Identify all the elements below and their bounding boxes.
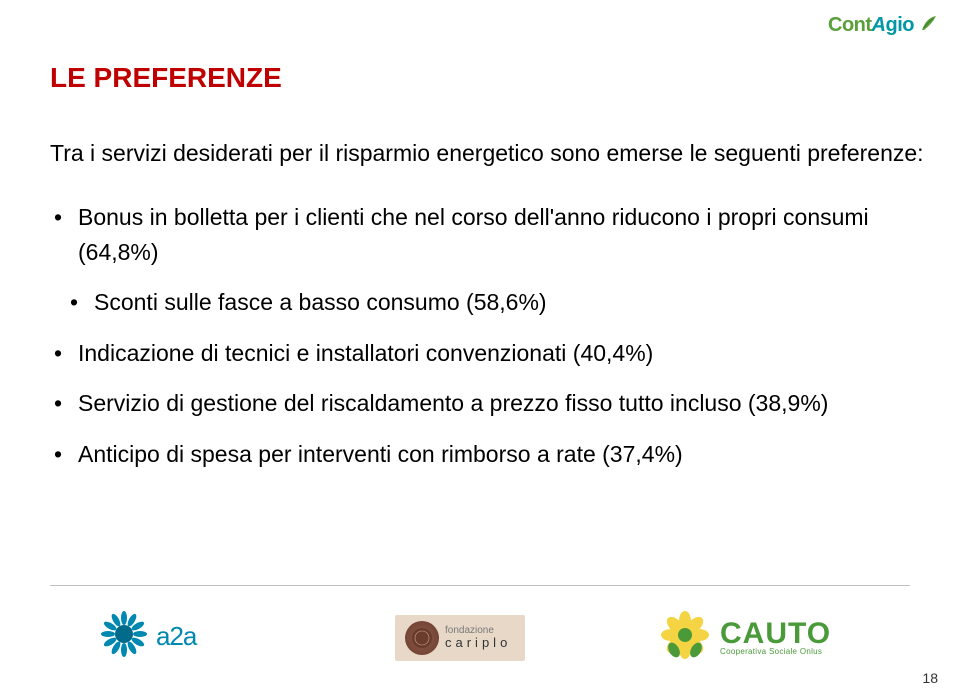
logo-cauto-text: CAUTO Cooperativa Sociale Onlus: [720, 620, 831, 656]
page-number: 18: [922, 670, 938, 686]
logo-cariplo-text: fondazione cariplo: [445, 625, 511, 650]
leaf-icon: [918, 12, 940, 39]
logo-contagio: ContAgio: [828, 12, 940, 39]
burst-icon: [100, 610, 148, 663]
bullet-item: Anticipo di spesa per interventi con rim…: [50, 437, 910, 472]
logo-cauto: CAUTO Cooperativa Sociale Onlus: [660, 610, 831, 665]
logo-a2a: a2a: [100, 610, 196, 663]
bullet-item: Servizio di gestione del riscaldamento a…: [50, 386, 910, 421]
bullet-item: Bonus in bolletta per i clienti che nel …: [50, 200, 910, 269]
flower-icon: [660, 610, 710, 665]
intro-text: Tra i servizi desiderati per il risparmi…: [50, 140, 924, 167]
header: ContAgio: [828, 12, 940, 39]
bullet-item: Sconti sulle fasce a basso consumo (58,6…: [50, 285, 910, 320]
footer-rule: [50, 585, 910, 586]
bullet-item: Indicazione di tecnici e installatori co…: [50, 336, 910, 371]
logo-a2a-text: a2a: [156, 621, 196, 652]
seal-icon: [405, 621, 439, 655]
page-title: LE PREFERENZE: [50, 62, 282, 94]
bullet-list: Bonus in bolletta per i clienti che nel …: [50, 200, 910, 487]
logo-cariplo: fondazione cariplo: [395, 615, 525, 661]
footer: a2a fondazione cariplo: [0, 600, 960, 680]
logo-contagio-text: ContAgio: [828, 14, 914, 37]
